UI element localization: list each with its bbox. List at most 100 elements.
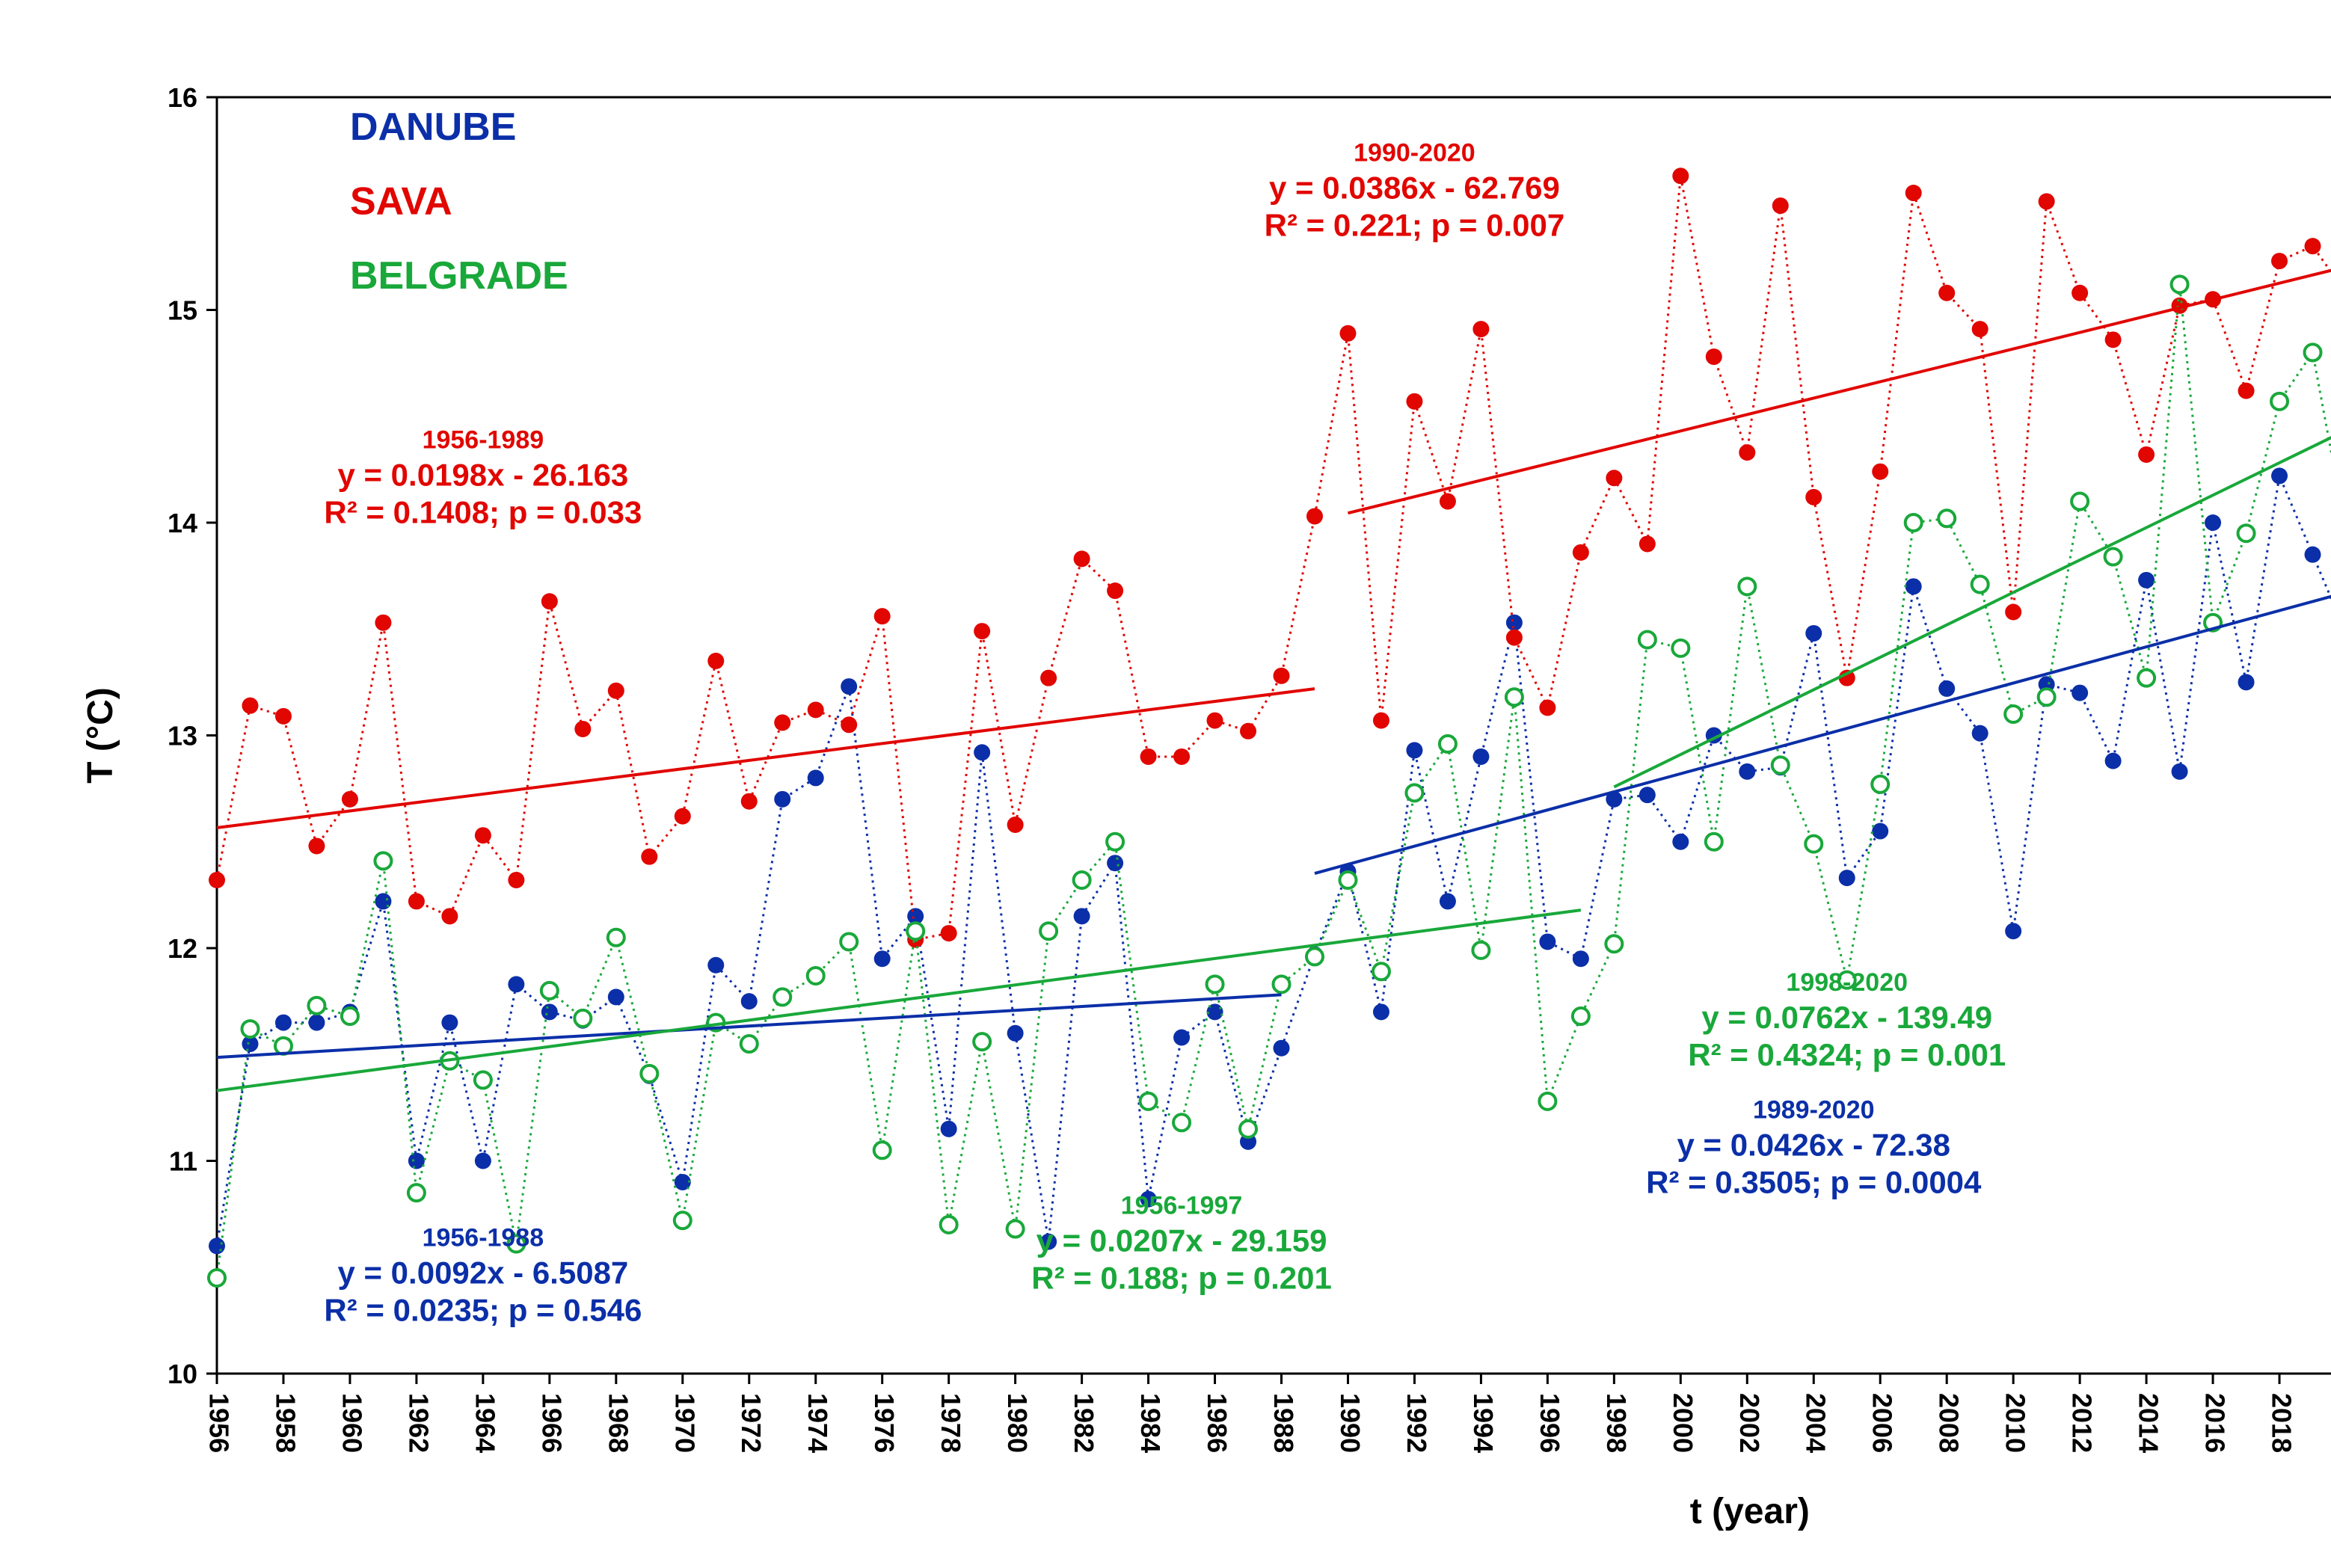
data-point-sava [574, 721, 591, 737]
data-point-sava [1240, 723, 1256, 740]
data-point-belgrade [1872, 776, 1888, 793]
x-tick-label: 1992 [1401, 1393, 1432, 1453]
data-point-sava [1373, 713, 1389, 729]
data-point-belgrade [808, 968, 824, 984]
data-point-danube [441, 1015, 458, 1031]
data-point-belgrade [1905, 514, 1922, 531]
data-point-sava [1506, 630, 1523, 646]
data-point-danube [1639, 787, 1656, 803]
x-tick-label: 1994 [1468, 1393, 1499, 1453]
data-point-danube [841, 678, 857, 695]
data-point-belgrade [641, 1066, 657, 1082]
x-tick-label: 1984 [1135, 1393, 1166, 1453]
data-point-sava [1938, 285, 1955, 301]
x-tick-label: 2014 [2134, 1393, 2164, 1453]
data-point-danube [1972, 725, 1988, 742]
x-tick-label: 2002 [1734, 1393, 1765, 1453]
data-point-sava [941, 925, 957, 941]
data-point-danube [941, 1121, 957, 1137]
data-point-sava [2271, 253, 2288, 269]
data-point-belgrade [774, 989, 790, 1005]
annotation-period: 1956-1988 [423, 1223, 544, 1252]
data-point-sava [1905, 185, 1922, 201]
data-point-danube [1938, 680, 1955, 697]
data-point-belgrade [574, 1010, 591, 1027]
x-tick-label: 1956 [203, 1393, 234, 1453]
data-point-belgrade [2238, 525, 2255, 541]
data-point-sava [2039, 193, 2055, 209]
x-tick-label: 2016 [2200, 1393, 2231, 1453]
x-tick-label: 1988 [1268, 1393, 1299, 1453]
data-point-belgrade [1706, 834, 1722, 850]
data-point-danube [974, 744, 990, 760]
data-point-belgrade [375, 852, 391, 869]
data-point-belgrade [2172, 276, 2188, 292]
data-point-belgrade [1306, 948, 1323, 965]
legend-belgrade: BELGRADE [350, 254, 568, 298]
data-point-danube [1107, 855, 1123, 871]
data-point-danube [2271, 467, 2288, 484]
x-tick-label: 1998 [1601, 1393, 1632, 1453]
data-point-sava [1573, 544, 1589, 561]
annotation-stats: R² = 0.3505; p = 0.0004 [1646, 1165, 1982, 1200]
annotation-stats: R² = 0.4324; p = 0.001 [1688, 1037, 2006, 1072]
data-point-sava [1539, 700, 1555, 716]
data-point-sava [475, 827, 491, 843]
data-point-danube [2138, 572, 2155, 588]
data-point-danube [2205, 514, 2221, 531]
x-tick-label: 1980 [1002, 1393, 1033, 1453]
data-point-danube [774, 791, 790, 808]
data-point-danube [1739, 763, 1755, 780]
data-point-sava [1040, 670, 1057, 686]
annotation-equation: y = 0.0198x - 26.163 [337, 457, 628, 492]
data-point-danube [308, 1015, 325, 1031]
annotation-equation: y = 0.0092x - 6.5087 [337, 1255, 628, 1290]
data-point-belgrade [1440, 736, 1456, 752]
data-point-danube [1905, 578, 1922, 594]
temperature-chart: 10111213141516T (°C)19561958196019621964… [0, 0, 2331, 1538]
data-point-danube [408, 1153, 425, 1169]
data-point-sava [1672, 167, 1689, 184]
data-point-belgrade [1339, 872, 1356, 888]
data-point-sava [342, 791, 358, 808]
data-point-belgrade [2138, 670, 2155, 686]
y-tick-label: 16 [168, 82, 197, 113]
data-point-sava [1339, 325, 1356, 342]
data-point-sava [2238, 383, 2255, 399]
data-point-belgrade [408, 1184, 425, 1201]
data-point-danube [2172, 763, 2188, 780]
annotation-equation: y = 0.0207x - 29.159 [1036, 1223, 1327, 1258]
annotation-equation: y = 0.0762x - 139.49 [1701, 1000, 1992, 1035]
data-point-danube [1672, 834, 1689, 850]
data-point-sava [841, 716, 857, 733]
data-point-belgrade [608, 929, 624, 946]
x-tick-label: 1974 [802, 1393, 833, 1453]
data-point-belgrade [1007, 1221, 1024, 1238]
data-point-danube [2238, 674, 2255, 690]
data-point-danube [2105, 753, 2122, 769]
x-tick-label: 2008 [1934, 1393, 1965, 1453]
data-point-belgrade [1539, 1093, 1555, 1110]
data-point-danube [1274, 1040, 1290, 1057]
data-point-belgrade [209, 1270, 225, 1286]
annotation-period: 1989-2020 [1753, 1096, 1875, 1125]
data-point-sava [974, 623, 990, 639]
data-point-belgrade [1074, 872, 1090, 888]
data-point-sava [1007, 817, 1024, 833]
data-point-belgrade [1639, 631, 1656, 648]
data-point-sava [1207, 713, 1223, 729]
data-point-danube [1406, 742, 1422, 758]
data-point-danube [1805, 625, 1822, 642]
data-point-belgrade [974, 1033, 990, 1050]
x-tick-label: 1960 [337, 1393, 367, 1453]
data-point-danube [1440, 893, 1456, 909]
data-point-sava [1606, 470, 1622, 486]
data-point-sava [1074, 550, 1090, 567]
data-point-danube [209, 1238, 225, 1254]
data-point-belgrade [2305, 344, 2321, 360]
data-point-sava [2138, 446, 2155, 463]
data-point-belgrade [907, 923, 924, 939]
data-point-sava [741, 793, 758, 810]
data-point-sava [1140, 748, 1157, 765]
x-tick-label: 1972 [736, 1393, 767, 1453]
